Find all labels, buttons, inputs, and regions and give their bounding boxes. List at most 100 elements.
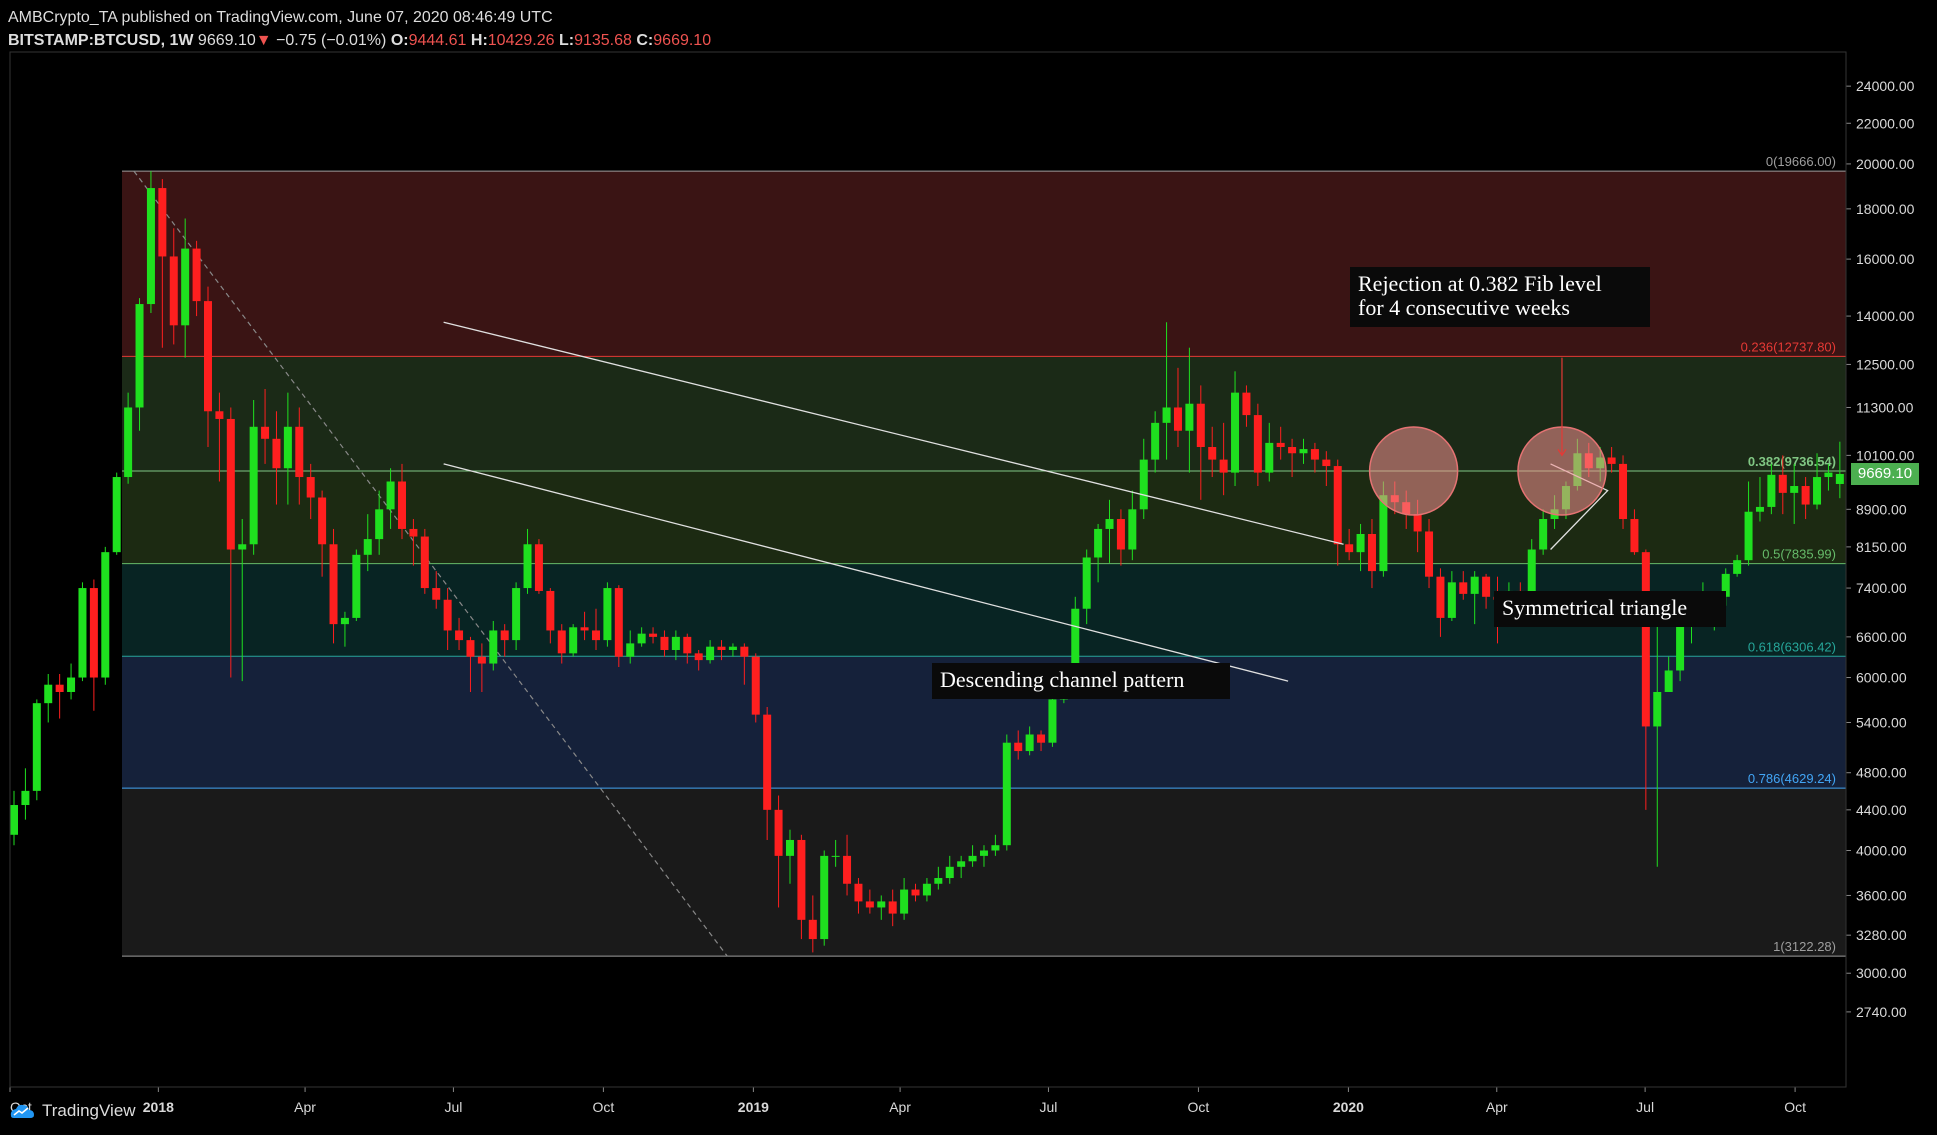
candle-body bbox=[626, 643, 635, 657]
close-value: 9669.10 bbox=[653, 32, 712, 49]
x-axis-tick-label: Apr bbox=[889, 1099, 911, 1115]
candle-body bbox=[968, 855, 977, 862]
candle-body bbox=[1664, 670, 1673, 692]
candle-body bbox=[649, 633, 658, 637]
candle-body bbox=[637, 633, 646, 644]
candle-body bbox=[1356, 533, 1365, 553]
candle-body bbox=[694, 653, 703, 661]
candle-body bbox=[295, 426, 304, 478]
candle-body bbox=[318, 497, 327, 545]
candle-body bbox=[1824, 472, 1833, 478]
candle-body bbox=[306, 477, 315, 498]
y-axis-tick-label: 16000.00 bbox=[1856, 251, 1915, 267]
candle-body bbox=[397, 481, 406, 529]
channel-line bbox=[443, 321, 1344, 545]
y-axis-tick-label: 7400.00 bbox=[1856, 580, 1907, 596]
candle-body bbox=[1139, 459, 1148, 510]
candle-body bbox=[21, 790, 30, 806]
candle-body bbox=[785, 839, 794, 856]
candle-body bbox=[1322, 459, 1331, 467]
candle-body bbox=[500, 630, 509, 641]
candle-body bbox=[534, 544, 543, 591]
channel-line bbox=[443, 463, 1289, 682]
x-axis-tick-label: Oct bbox=[1784, 1099, 1806, 1115]
candle-body bbox=[1801, 486, 1810, 505]
candle-body bbox=[671, 636, 680, 650]
candle-body bbox=[1733, 560, 1742, 574]
candle-body bbox=[1755, 506, 1764, 512]
candle-body bbox=[706, 646, 715, 661]
y-axis-tick-label: 22000.00 bbox=[1856, 115, 1915, 131]
candle-body bbox=[1482, 576, 1491, 597]
candle-body bbox=[226, 418, 235, 550]
footer-brand[interactable]: TradingView bbox=[8, 1101, 136, 1121]
x-axis-tick-label: Jul bbox=[1039, 1099, 1057, 1115]
candle-body bbox=[877, 901, 886, 908]
candle-body bbox=[728, 646, 737, 650]
candle-body bbox=[1094, 528, 1103, 558]
symbol-label: BITSTAMP:BTCUSD, 1W bbox=[8, 32, 194, 49]
candle-body bbox=[386, 481, 395, 510]
candle-body bbox=[1630, 519, 1639, 553]
candle-body bbox=[1379, 495, 1388, 572]
candle-body bbox=[181, 248, 190, 326]
candle-body bbox=[831, 855, 840, 857]
candle-body bbox=[1607, 457, 1616, 464]
candle-body bbox=[1037, 734, 1046, 743]
fib-zone bbox=[122, 171, 1846, 357]
y-axis-tick-label: 6000.00 bbox=[1856, 670, 1907, 686]
y-axis-tick-label: 4000.00 bbox=[1856, 842, 1907, 858]
candle-body bbox=[78, 588, 87, 678]
x-axis-tick-label: Jul bbox=[444, 1099, 462, 1115]
candle-body bbox=[740, 646, 749, 657]
candle-body bbox=[957, 861, 966, 867]
candle-body bbox=[203, 301, 212, 412]
candle-body bbox=[580, 627, 589, 631]
x-axis-tick-label: Oct bbox=[1188, 1099, 1210, 1115]
low-value: 9135.68 bbox=[574, 32, 632, 49]
fib-level-label: 0.382(9736.54) bbox=[1748, 454, 1836, 469]
candle-body bbox=[557, 630, 566, 654]
candle-body bbox=[1436, 576, 1445, 618]
y-axis-tick-label: 3280.00 bbox=[1856, 927, 1907, 943]
y-axis-tick-label: 3600.00 bbox=[1856, 887, 1907, 903]
candle-body bbox=[477, 656, 486, 664]
candle-body bbox=[1002, 742, 1011, 846]
candle-body bbox=[1367, 533, 1376, 572]
candle-body bbox=[1790, 486, 1799, 493]
candle-body bbox=[135, 304, 144, 408]
candle-body bbox=[1162, 407, 1171, 423]
x-axis-tick-label: 2019 bbox=[738, 1099, 769, 1115]
y-axis-tick-label: 5400.00 bbox=[1856, 714, 1907, 730]
candle-body bbox=[1527, 549, 1536, 600]
y-axis-tick-label: 4400.00 bbox=[1856, 802, 1907, 818]
candle-body bbox=[820, 855, 829, 940]
y-axis-tick-label: 8900.00 bbox=[1856, 501, 1907, 517]
candle-body bbox=[1299, 449, 1308, 454]
high-label: H: bbox=[470, 32, 488, 49]
candle-body bbox=[717, 646, 726, 650]
open-label: O: bbox=[390, 32, 409, 49]
candle-body bbox=[1767, 474, 1776, 507]
candle-body bbox=[945, 866, 954, 879]
y-axis-tick-label: 4800.00 bbox=[1856, 765, 1907, 781]
candle-body bbox=[922, 883, 931, 896]
candle-body bbox=[797, 839, 806, 920]
candle-body bbox=[900, 889, 909, 914]
candle-body bbox=[1185, 403, 1194, 431]
open-value: 9444.61 bbox=[408, 32, 467, 49]
candle-body bbox=[569, 627, 578, 654]
candle-body bbox=[1470, 576, 1479, 594]
candle-body bbox=[1265, 442, 1274, 473]
candle-body bbox=[455, 630, 464, 641]
candle-body bbox=[432, 588, 441, 600]
arrow-head-icon bbox=[1557, 449, 1567, 457]
fib-level-label: 0(19666.00) bbox=[1766, 154, 1836, 169]
candle-body bbox=[774, 809, 783, 856]
candle-body bbox=[443, 599, 452, 631]
close-label: C: bbox=[636, 32, 654, 49]
candle-body bbox=[363, 539, 372, 555]
fib-level-label: 1(3122.28) bbox=[1773, 939, 1836, 954]
candle-body bbox=[67, 677, 76, 692]
